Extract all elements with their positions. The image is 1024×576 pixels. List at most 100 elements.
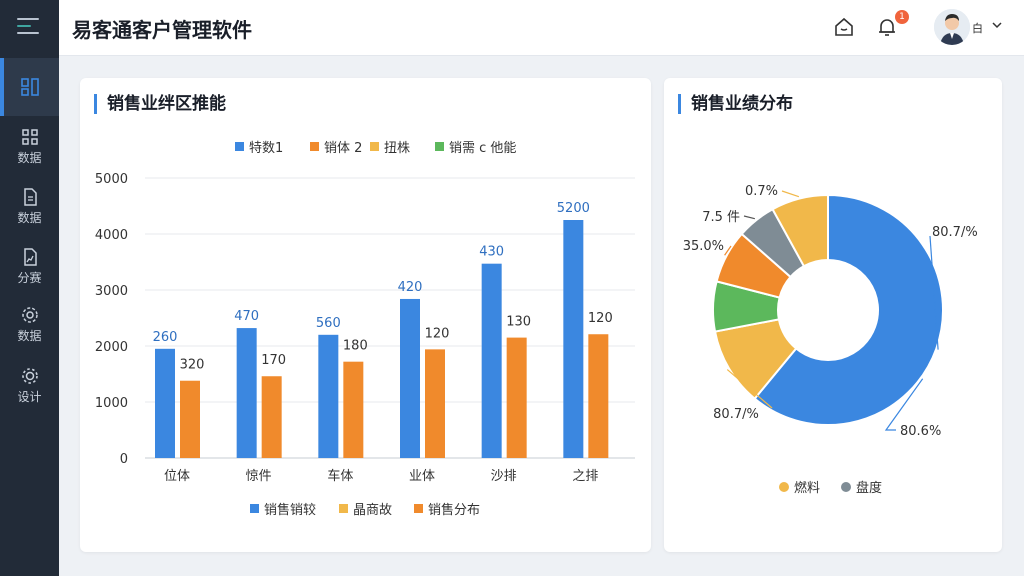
data-label: 180 [343, 339, 368, 354]
donut-chart-title: 销售业绩分布 [678, 94, 793, 114]
x-tick-label: 位体 [164, 469, 190, 484]
x-tick-label: 之排 [572, 469, 598, 484]
slice-label: 7.5 件 [702, 210, 740, 225]
sidebar-item-label: 数据 [17, 151, 42, 165]
bar-series-2 [180, 380, 200, 458]
leader-line [929, 235, 939, 350]
y-tick-label: 2000 [95, 340, 128, 355]
data-label: 430 [479, 245, 504, 260]
dashboard-icon [21, 78, 39, 96]
leader-line [781, 190, 800, 198]
bar-series-2 [425, 349, 445, 458]
legend-label: 销体 2 [324, 141, 362, 156]
leader-line [743, 215, 755, 220]
legend-label: 特数1 [249, 141, 283, 156]
legend-label: 销需 c 他能 [449, 141, 516, 156]
legend-swatch [841, 482, 851, 492]
x-tick-label: 车体 [327, 468, 353, 484]
gear-icon [21, 307, 38, 323]
legend-swatch [250, 504, 259, 513]
bar-series-1 [155, 348, 175, 458]
top-header: 易客通客户管理软件 1 白 [59, 0, 1024, 56]
sales-bar-chart-card: 销售业绊区推能 特数1 销体 2 扭株 销需 c 他能 0 1000 2000 3000 400… [80, 78, 651, 552]
y-tick-label: 4000 [95, 228, 128, 243]
sidebar-item-label: 数据 [17, 329, 42, 343]
sidebar-item-settings[interactable]: 数据 [0, 305, 59, 344]
legend-swatch [310, 142, 319, 151]
sales-distribution-card: 销售业绩分布 80.7/% 80.7/% 35.0% 7.5 件 0.7% 80.6% 燃料… [664, 78, 1002, 552]
x-tick-label: 沙排 [491, 469, 517, 484]
gear-alt-icon [21, 368, 38, 384]
bar-chart-title: 销售业绊区推能 [94, 94, 226, 114]
legend-swatch [235, 142, 244, 151]
bar-series-1 [481, 263, 502, 458]
bar-series-2 [588, 334, 609, 458]
sidebar-item-label: 分赛 [17, 271, 42, 285]
user-avatar-icon [934, 9, 970, 45]
bar-series-2 [343, 361, 364, 458]
bar-series-2 [506, 337, 527, 458]
sidebar-item-dashboard[interactable] [0, 58, 59, 116]
leader-line [724, 245, 732, 256]
avatar[interactable] [934, 9, 970, 45]
slice-label: 35.0% [683, 239, 724, 254]
sidebar-item-data[interactable]: 数据 [0, 127, 59, 166]
data-label: 170 [261, 353, 286, 368]
data-label: 470 [234, 309, 259, 324]
legend-label: 燃料 [794, 480, 820, 496]
document-icon [23, 188, 37, 206]
y-tick-label: 5000 [95, 172, 128, 187]
bar-series-1 [236, 328, 257, 458]
slice-label: 80.6% [900, 424, 941, 439]
sidebar-item-label: 数据 [17, 211, 42, 225]
donut-chart: 80.7/% 80.7/% 35.0% 7.5 件 0.7% 80.6% 燃料 盘度 [683, 184, 978, 496]
data-label: 120 [588, 311, 613, 326]
bar-series-1 [563, 220, 584, 458]
user-name: 白 [972, 22, 983, 35]
sidebar-item-data-2[interactable]: 数据 [0, 187, 59, 226]
legend-label: 销售分布 [428, 502, 480, 518]
legend-swatch [779, 482, 789, 492]
data-label: 560 [316, 316, 341, 331]
data-label: 130 [506, 315, 531, 330]
x-tick-label: 惊件 [246, 469, 272, 484]
slice-label: 80.7/% [932, 225, 978, 240]
legend-swatch [370, 142, 379, 151]
legend-label: 销售销较 [264, 502, 316, 518]
data-label: 5200 [557, 201, 590, 216]
bar-series-1 [400, 298, 420, 458]
sidebar-item-analysis[interactable]: 分赛 [0, 247, 59, 286]
sidebar-item-label: 设计 [17, 390, 42, 404]
data-label: 260 [153, 330, 178, 345]
notification-badge: 1 [895, 10, 909, 24]
data-label: 120 [425, 326, 450, 341]
bell-icon[interactable] [876, 16, 898, 38]
legend-swatch [339, 504, 348, 513]
leader-line [726, 369, 773, 409]
menu-toggle-icon[interactable] [17, 16, 41, 36]
data-label: 420 [398, 280, 423, 295]
legend-label: 盘度 [856, 480, 882, 496]
data-label: 320 [180, 358, 205, 373]
legend-swatch [414, 504, 423, 513]
chevron-down-icon[interactable] [990, 18, 1004, 32]
slice-label: 80.7/% [713, 407, 759, 422]
donut-slice [753, 193, 944, 426]
app-title: 易客通客户管理软件 [72, 18, 252, 42]
home-icon[interactable] [833, 16, 855, 38]
x-tick-label: 业体 [409, 469, 435, 484]
y-tick-label: 3000 [95, 284, 128, 299]
bar-chart: 特数1 销体 2 扭株 销需 c 他能 0 1000 2000 3000 4000 5000 260… [95, 141, 635, 518]
donut-slice [771, 193, 829, 268]
legend-label: 晶商故 [353, 503, 392, 518]
y-tick-label: 1000 [95, 396, 128, 411]
leader-line [884, 378, 924, 431]
sidebar: 数据 数据 分赛 数据 设计 [0, 0, 59, 576]
sidebar-item-design[interactable]: 设计 [0, 366, 59, 405]
bar-series-1 [318, 334, 339, 458]
legend-label: 扭株 [384, 141, 410, 156]
bar-series-2 [261, 376, 282, 458]
grid-icon [21, 129, 38, 145]
analytics-icon [23, 248, 37, 266]
y-tick-label: 0 [120, 452, 128, 467]
